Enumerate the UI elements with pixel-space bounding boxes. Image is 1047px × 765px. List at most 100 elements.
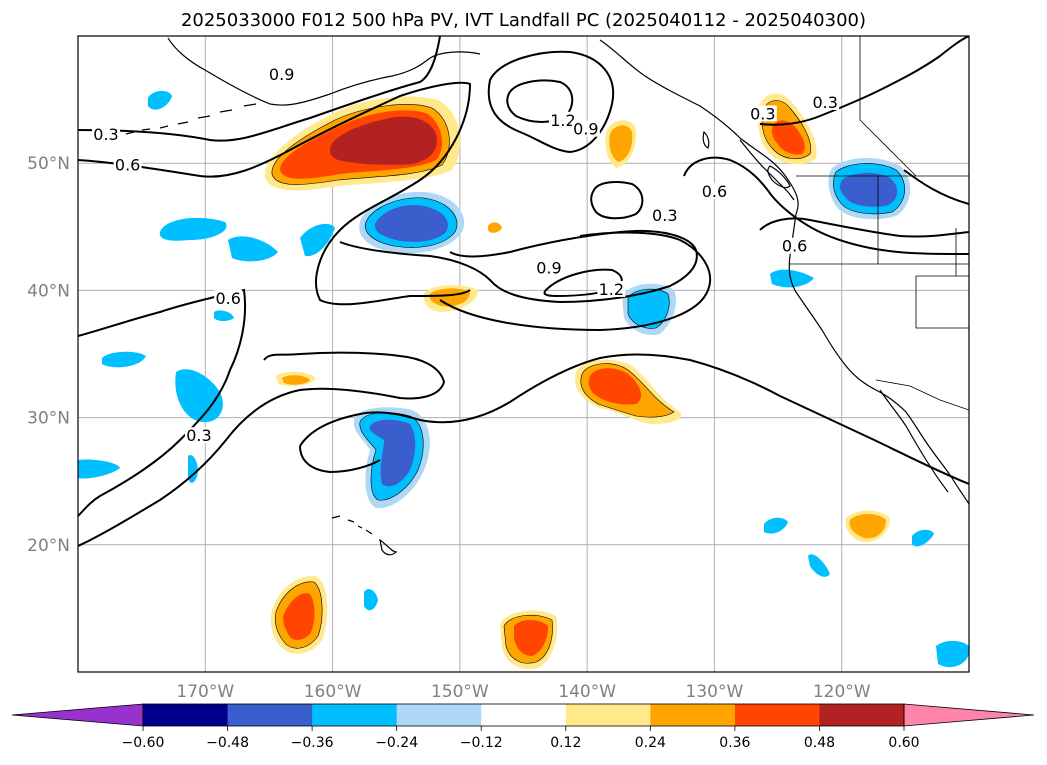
shade-pos-strong (283, 593, 315, 640)
pv-contours (78, 36, 969, 547)
contour-0.9-north-loop (487, 50, 615, 154)
shade-pos-strong (514, 620, 548, 656)
contour-0.9-inner (439, 231, 711, 332)
map-title: 2025033000 F012 500 hPa PV, IVT Landfall… (180, 10, 867, 31)
contour-label-bg (92, 125, 121, 142)
contour-label-bg (214, 289, 243, 306)
colorbar-extend-min (11, 703, 144, 727)
shade-pos-mid (282, 375, 310, 385)
contour-0.3-east-lower (903, 169, 969, 205)
shade-neg-strong (374, 204, 448, 242)
longitude-label: 120°W (813, 682, 871, 702)
colorbar-tick-label: −0.24 (375, 735, 418, 751)
contour-label-bg (597, 280, 626, 297)
contour-label: 0.6 (702, 182, 727, 201)
map-area (78, 36, 969, 672)
shade-neg-strong (839, 172, 898, 207)
contour-label: 0.9 (269, 65, 294, 84)
alaska-peninsula-coast (167, 37, 481, 106)
longitude-label: 140°W (558, 682, 616, 702)
contour-label-bg (571, 120, 600, 137)
shade-outline (833, 163, 905, 215)
colorbar: −0.60 −0.48 −0.36 −0.24 −0.12 0.12 0.24 0.36 0.4… (11, 703, 1035, 751)
colorbar-tick-label: −0.60 (122, 735, 165, 751)
alaska-panhandle (599, 39, 799, 215)
haida-gwaii (702, 130, 710, 149)
colorbar-segment (650, 704, 736, 726)
latitude-label: 30°N (27, 409, 70, 429)
us-state-border (915, 276, 969, 329)
colorbar-segment (227, 704, 313, 726)
contour-0.3-east-loop (590, 181, 644, 220)
colorbar-tick-label: 0.60 (888, 735, 919, 751)
shade-neg-small (78, 459, 120, 479)
shade-pos-mid (849, 514, 886, 539)
shade-neg-small (770, 269, 814, 288)
longitude-label: 130°W (686, 682, 744, 702)
colorbar-tick-label: 0.36 (719, 735, 750, 751)
contour-0.3-south-inner (299, 445, 381, 474)
contour-label-bg (184, 427, 213, 444)
colorbar-segment (819, 704, 905, 726)
shade-neg-small (175, 369, 223, 423)
shade-neg-small (102, 351, 146, 368)
colorbar-tick-label: 0.48 (804, 735, 835, 751)
shade-outline (274, 581, 323, 649)
colorbar-segment (481, 704, 567, 726)
latitude-label: 40°N (27, 281, 70, 301)
shade-outline (627, 288, 670, 329)
shade-outline (364, 197, 458, 248)
contour-label: 0.3 (812, 93, 837, 112)
hawaiian-islands (331, 515, 398, 556)
contour-label-bg (811, 93, 840, 110)
contour-label: 0.3 (93, 125, 118, 144)
longitude-label: 150°W (431, 682, 489, 702)
shade-neg-small (159, 217, 227, 241)
shade-neg-small (364, 589, 378, 611)
contour-0.3-south (78, 351, 446, 547)
us-west-coast (788, 213, 969, 505)
colorbar-segment (396, 704, 482, 726)
contour-label-bg (548, 111, 577, 128)
contour-label-bg (534, 259, 563, 276)
shade-outline (359, 412, 424, 501)
shade-outlines (271, 100, 905, 664)
shade-neg-mid (628, 289, 670, 329)
shade-neg-small (214, 310, 234, 321)
contour-0.6-west (78, 288, 247, 517)
latitude-labels: 50°N 40°N 30°N 20°N (27, 154, 70, 556)
colorbar-tick-label: −0.12 (460, 735, 503, 751)
borders (790, 36, 969, 411)
contour-label: 0.3 (652, 206, 677, 225)
contour-label-bg (780, 237, 809, 254)
shade-outline (503, 614, 553, 664)
shade-neg-small (764, 517, 788, 534)
shade-neg-strong (369, 419, 416, 487)
shade-neg-small (808, 554, 830, 577)
contour-label: 0.6 (115, 155, 140, 174)
contour-label-bg (700, 183, 729, 199)
contour-label: 0.9 (573, 120, 598, 139)
contour-label: 0.9 (536, 258, 561, 277)
longitude-label: 160°W (304, 682, 362, 702)
shade-outline (761, 100, 812, 160)
colorbar-segment (565, 704, 651, 726)
contour-0.6-west-coast (759, 217, 969, 238)
colorbar-segment (143, 704, 229, 726)
contour-0.3-north (78, 36, 441, 142)
colorbar-frame (142, 703, 905, 727)
shaded-anomalies (78, 90, 969, 670)
contour-label-bg (267, 65, 296, 82)
contour-0.3-east (759, 36, 969, 126)
contour-0.6-north (78, 81, 472, 306)
shade-neg-small (148, 90, 172, 110)
shade-neg-small (912, 529, 934, 547)
contour-label-bg (113, 156, 142, 173)
shade-pos-max (330, 116, 437, 165)
latitude-label: 50°N (27, 154, 70, 174)
contour-label: 1.2 (599, 280, 624, 299)
contour-label-bg (748, 105, 777, 122)
contour-0.3-south-tail (299, 353, 969, 485)
baja-california (879, 389, 949, 493)
colorbar-segment (312, 704, 398, 726)
